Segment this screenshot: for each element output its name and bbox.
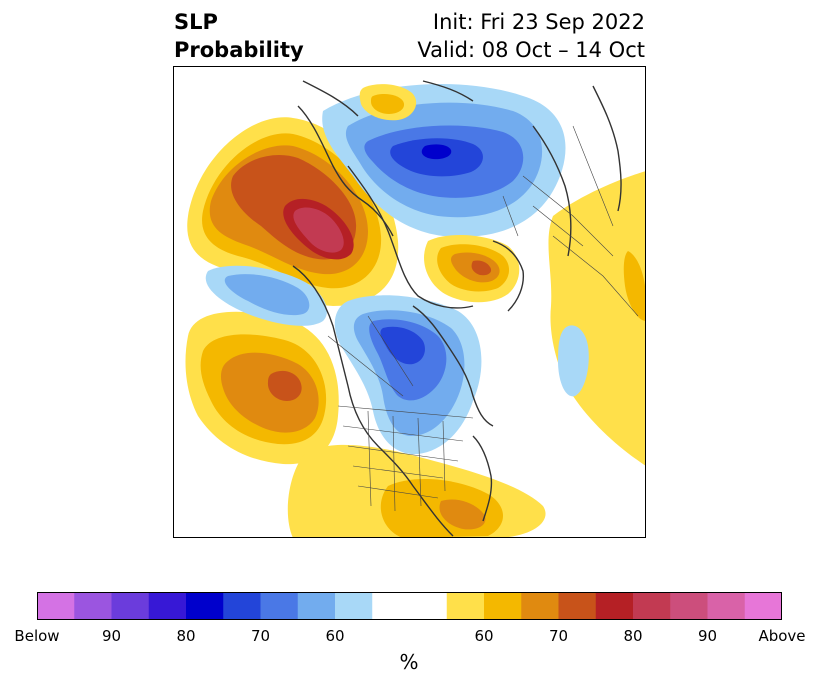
- europe-above-region: [424, 234, 520, 303]
- valid-range: Valid: 08 Oct – 14 Oct: [417, 38, 645, 62]
- colorbar-swatch: [633, 592, 671, 620]
- colorbar-swatch: [74, 592, 112, 620]
- colorbar-swatch: [148, 592, 187, 620]
- colorbar-tick-label: 60: [474, 627, 494, 645]
- init-date: Init: Fri 23 Sep 2022: [432, 10, 645, 34]
- canada-below-region: [334, 295, 482, 455]
- colorbar-swatch: [595, 592, 634, 620]
- colorbar-tick-label: 70: [548, 627, 569, 645]
- title-variable: SLP: [174, 10, 218, 34]
- pacific-below-region: [205, 265, 327, 326]
- colorbar-swatch: [335, 592, 373, 620]
- arctic-below-region: [322, 84, 566, 237]
- slp-probability-map: [173, 66, 646, 538]
- map-frame: [173, 66, 646, 538]
- colorbar-swatch: [260, 592, 299, 620]
- colorbar-tick-label: 90: [697, 627, 718, 645]
- title-right: Init: Fri 23 Sep 2022 Valid: 08 Oct – 14…: [417, 8, 645, 64]
- colorbar-tick-label: 70: [250, 627, 271, 645]
- colorbar-swatch: [223, 592, 261, 620]
- colorbar-tick-label: Below: [14, 627, 60, 645]
- colorbar-swatch: [558, 592, 597, 620]
- colorbar-tick-label: 80: [176, 627, 196, 645]
- colorbar-swatch: [744, 592, 782, 620]
- colorbar-swatch: [111, 592, 150, 620]
- colorbar: [37, 592, 782, 620]
- colorbar-tick-label: 90: [101, 627, 122, 645]
- colorbar-swatch: [297, 592, 336, 620]
- colorbar-swatch: [484, 592, 522, 620]
- colorbar-tick-label: Above: [758, 627, 806, 645]
- east-pacific-above-region: [185, 311, 339, 465]
- colorbar-swatches: [37, 592, 782, 620]
- arctic-above-region: [359, 84, 417, 121]
- colorbar-swatch: [521, 592, 559, 620]
- colorbar-swatch: [37, 592, 75, 620]
- colorbar-tick-label: 60: [325, 627, 345, 645]
- colorbar-swatch: [372, 592, 448, 620]
- colorbar-swatch: [670, 592, 708, 620]
- colorbar-swatch: [186, 592, 224, 620]
- title-type: Probability: [174, 38, 304, 62]
- colorbar-swatch: [446, 592, 485, 620]
- colorbar-frame: [37, 592, 782, 620]
- colorbar-tick-label: 80: [623, 627, 643, 645]
- title-left: SLP Probability: [174, 8, 304, 64]
- coastlines: [292, 80, 622, 537]
- political-boundaries: [327, 125, 639, 512]
- atlantic-below-region: [558, 325, 589, 397]
- colorbar-unit-label: %: [399, 650, 419, 674]
- colorbar-swatch: [707, 592, 746, 620]
